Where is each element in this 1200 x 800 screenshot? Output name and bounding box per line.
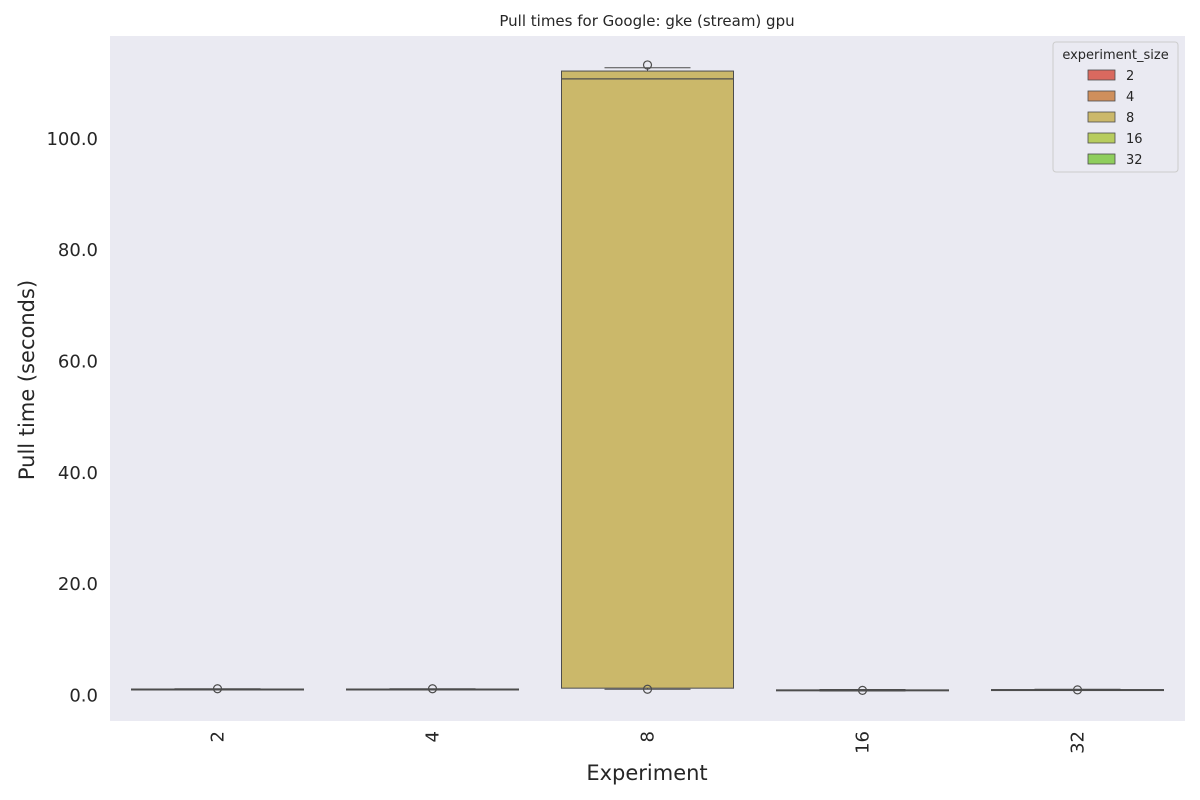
outlier-point: [212, 684, 223, 694]
legend-swatch: [1087, 90, 1116, 102]
legend-label: 32: [1126, 153, 1143, 168]
legend-swatch: [1087, 132, 1116, 144]
y-tick-label: 40.0: [58, 463, 98, 484]
x-tick-label: 32: [1068, 731, 1089, 754]
legend-frame: [1052, 41, 1179, 173]
legend-swatch: [1087, 69, 1116, 81]
legend-label: 2: [1126, 69, 1134, 84]
legend-swatch: [1087, 153, 1116, 165]
legend-label: 8: [1126, 111, 1134, 126]
outlier-point: [642, 684, 653, 694]
outlier-point: [427, 684, 438, 694]
outlier-point: [1072, 685, 1083, 695]
box-4: [346, 684, 519, 694]
legend-label: 16: [1126, 132, 1143, 147]
box-series: [131, 60, 1164, 695]
x-tick-label: 2: [208, 731, 229, 742]
chart-title: Pull times for Google: gke (stream) gpu: [499, 12, 794, 30]
box-16: [776, 685, 949, 695]
y-tick-label: 60.0: [58, 352, 98, 373]
x-axis-label: Experiment: [586, 761, 707, 785]
x-tick-label: 4: [423, 731, 444, 742]
box-8: [561, 60, 734, 694]
box-32: [991, 685, 1164, 695]
y-tick-label: 20.0: [58, 574, 98, 595]
legend: experiment_size 2 4 8 16 32: [1052, 41, 1179, 173]
y-tick-label: 0.0: [69, 685, 98, 706]
y-tick-label: 100.0: [46, 129, 98, 150]
x-tick-label: 8: [638, 731, 659, 742]
outlier-point: [857, 685, 868, 695]
box-2: [131, 684, 304, 694]
x-axis: 2 4 8 16 32: [208, 731, 1089, 754]
y-axis-label: Pull time (seconds): [15, 280, 39, 480]
x-tick-label: 16: [853, 731, 874, 754]
legend-label: 4: [1126, 90, 1134, 105]
legend-title: experiment_size: [1062, 48, 1168, 63]
y-axis: 0.0 20.0 40.0 60.0 80.0 100.0: [46, 129, 98, 706]
outlier-point: [642, 60, 653, 70]
box-body: [561, 70, 734, 689]
y-tick-label: 80.0: [58, 240, 98, 261]
legend-swatch: [1087, 111, 1116, 123]
